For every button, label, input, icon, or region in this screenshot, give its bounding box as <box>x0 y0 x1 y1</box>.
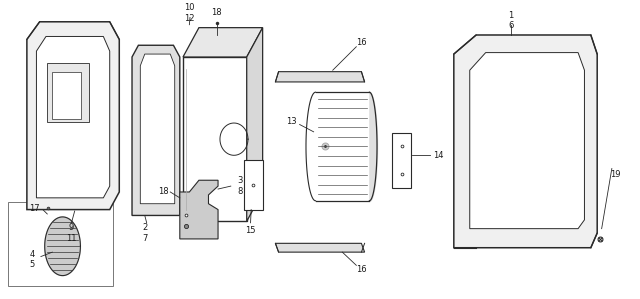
Text: 1
6: 1 6 <box>508 11 514 30</box>
Polygon shape <box>454 35 597 248</box>
Bar <box>47 63 89 122</box>
Text: 2
7: 2 7 <box>142 223 147 243</box>
Polygon shape <box>246 28 262 221</box>
Text: 10
12: 10 12 <box>184 3 195 23</box>
Text: 18: 18 <box>211 8 222 17</box>
Text: 14: 14 <box>433 151 443 160</box>
Text: 16: 16 <box>356 265 367 274</box>
Polygon shape <box>275 72 365 82</box>
Polygon shape <box>45 217 81 276</box>
Text: 19: 19 <box>610 170 620 179</box>
Bar <box>8 202 113 286</box>
Polygon shape <box>132 45 180 216</box>
Polygon shape <box>275 243 365 252</box>
Text: 16: 16 <box>356 38 367 47</box>
Text: 15: 15 <box>244 226 255 235</box>
Bar <box>392 133 411 187</box>
Polygon shape <box>36 36 109 198</box>
Bar <box>244 160 262 210</box>
Text: 18: 18 <box>159 187 169 196</box>
Polygon shape <box>180 180 218 239</box>
Polygon shape <box>470 53 584 229</box>
Polygon shape <box>183 28 262 57</box>
Bar <box>183 57 246 221</box>
Polygon shape <box>27 22 119 210</box>
Polygon shape <box>140 54 175 204</box>
Bar <box>52 72 81 119</box>
Text: 13: 13 <box>286 117 296 126</box>
Text: 4
5: 4 5 <box>29 250 35 269</box>
Text: 17: 17 <box>29 204 40 213</box>
Text: 3
8: 3 8 <box>237 176 243 196</box>
Text: 9
11: 9 11 <box>66 223 77 243</box>
